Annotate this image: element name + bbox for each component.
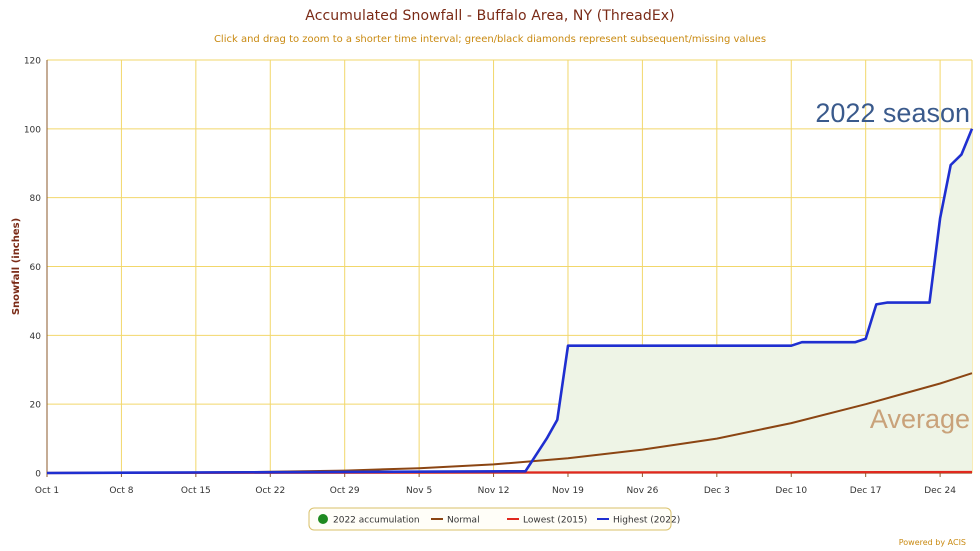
series-layer	[46, 128, 974, 475]
y-axis-title: Snowfall (inches)	[11, 218, 22, 315]
powered-by-label: Powered by ACIS	[898, 538, 966, 547]
chart-title: Accumulated Snowfall - Buffalo Area, NY …	[305, 8, 675, 24]
x-tick-label: Oct 1	[35, 486, 59, 496]
x-tick-label: Oct 29	[330, 486, 360, 496]
x-tick-label: Nov 19	[552, 486, 584, 496]
x-tick-label: Dec 24	[924, 486, 956, 496]
y-tick-label: 100	[24, 125, 41, 135]
highest-2022-line	[46, 128, 974, 475]
average-annotation: Average	[870, 404, 970, 434]
y-tick-label: 0	[35, 470, 41, 480]
x-tick-label: Nov 5	[406, 486, 432, 496]
x-tick-label: Dec 10	[775, 486, 807, 496]
y-tick-label: 120	[24, 57, 41, 67]
legend-item-label[interactable]: Normal	[447, 516, 480, 526]
season-annotation: 2022 season	[815, 98, 970, 128]
legend-marker-accumulation[interactable]	[318, 514, 328, 524]
area-layer	[47, 128, 972, 474]
x-tick-label: Dec 3	[704, 486, 730, 496]
x-tick-label: Oct 22	[255, 486, 285, 496]
x-tick-label: Nov 12	[478, 486, 510, 496]
legend-item-label[interactable]: 2022 accumulation	[333, 516, 420, 526]
y-tick-label: 20	[30, 401, 42, 411]
accumulation-2022-area	[47, 128, 972, 474]
y-tick-label: 80	[30, 194, 42, 204]
x-tick-label: Oct 15	[181, 486, 211, 496]
chart-legend: 2022 accumulation Normal Lowest (2015) High…	[308, 507, 680, 531]
legend-item-label[interactable]: Highest (2022)	[613, 516, 680, 526]
chart-subtitle: Click and drag to zoom to a shorter time…	[213, 34, 767, 45]
y-tick-label: 40	[30, 332, 42, 342]
legend-box	[308, 507, 672, 531]
x-tick-label: Dec 17	[850, 486, 882, 496]
annotation-layer: 2022 season Average	[815, 98, 970, 434]
x-tick-label: Oct 8	[109, 486, 133, 496]
legend-item-label[interactable]: Lowest (2015)	[523, 516, 587, 526]
x-tick-label: Nov 26	[626, 486, 658, 496]
y-tick-label: 60	[30, 263, 42, 273]
